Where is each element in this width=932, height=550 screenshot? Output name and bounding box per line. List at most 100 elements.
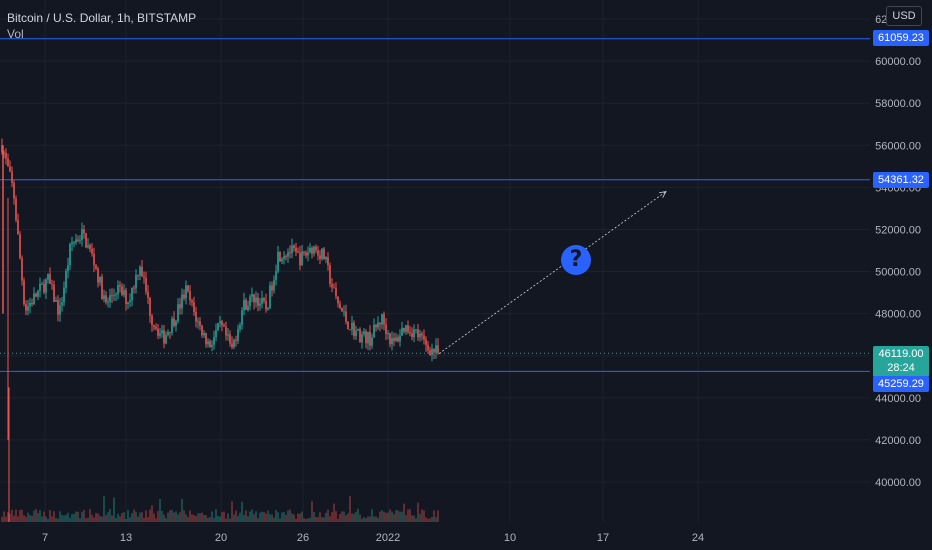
candle-body xyxy=(175,321,177,326)
volume-bar xyxy=(47,518,49,522)
candle-body xyxy=(321,248,323,259)
price-axis[interactable]: 62000.0060000.0058000.0056000.0054000.00… xyxy=(875,14,921,489)
candle-body xyxy=(221,321,223,326)
candle-body xyxy=(9,166,11,172)
candle-body xyxy=(99,276,101,283)
volume-bar xyxy=(381,510,383,522)
candle-body xyxy=(27,306,29,311)
volume-bar xyxy=(371,509,373,522)
candle-body xyxy=(193,302,195,312)
candle-body xyxy=(403,327,405,332)
volume-bar xyxy=(5,516,7,522)
volume-bar xyxy=(275,510,277,522)
volume-bar xyxy=(291,513,293,522)
volume-bars xyxy=(1,496,439,522)
volume-bar xyxy=(293,514,295,522)
volume-bar xyxy=(225,518,227,522)
candle-body xyxy=(239,324,241,330)
candle-body xyxy=(391,338,393,345)
candle-body xyxy=(173,318,175,326)
volume-bar xyxy=(229,518,231,522)
price-tick-label: 56000.00 xyxy=(875,140,921,152)
candle-body xyxy=(293,245,295,248)
candle-body xyxy=(295,247,297,252)
candle-body xyxy=(23,280,25,305)
countdown-timer: 28:24 xyxy=(887,362,915,374)
price-tick-label: 58000.00 xyxy=(875,98,921,110)
volume-bar xyxy=(375,516,377,522)
candle-body xyxy=(349,329,351,331)
candle-body xyxy=(393,338,395,341)
volume-bar xyxy=(39,510,41,522)
candle-body xyxy=(207,341,209,345)
candle-body xyxy=(129,300,131,302)
volume-bar xyxy=(429,518,431,522)
candle-body xyxy=(367,331,369,344)
candle-body xyxy=(315,246,317,251)
candle-body xyxy=(411,333,413,338)
candle-body xyxy=(337,296,339,304)
volume-bar xyxy=(335,511,337,522)
volume-bar xyxy=(61,515,63,522)
symbol-title[interactable]: Bitcoin / U.S. Dollar, 1h, BITSTAMP xyxy=(7,11,197,25)
volume-bar xyxy=(227,513,229,522)
candle-body xyxy=(313,246,315,254)
candle-body xyxy=(57,300,59,315)
volume-bar xyxy=(223,511,225,522)
volume-bar xyxy=(147,517,149,522)
candle-body xyxy=(133,287,135,289)
volume-bar xyxy=(63,515,65,522)
volume-bar xyxy=(209,516,211,522)
candle-body xyxy=(291,245,293,253)
candle-body xyxy=(157,328,159,336)
candle-body xyxy=(303,251,305,253)
time-axis[interactable]: 7 13 20 26 2022 10 17 24 xyxy=(42,532,704,544)
volume-bar xyxy=(175,511,177,522)
candle-body xyxy=(329,265,331,284)
candle-body xyxy=(81,229,83,240)
candle-body xyxy=(103,295,105,300)
volume-bar xyxy=(81,511,83,522)
candle-body xyxy=(85,233,87,248)
candle-body xyxy=(407,325,409,333)
time-tick-label: 10 xyxy=(504,532,516,544)
volume-bar xyxy=(115,517,117,522)
volume-bar xyxy=(395,510,397,522)
horizontal-levels[interactable] xyxy=(0,38,870,372)
candle-body xyxy=(399,335,401,342)
volume-bar xyxy=(353,513,355,522)
price-tick-label: 60000.00 xyxy=(875,56,921,68)
volume-bar xyxy=(271,514,273,522)
candle-body xyxy=(357,328,359,331)
volume-label[interactable]: Vol xyxy=(7,27,24,41)
candle-body xyxy=(37,290,39,297)
candle-body xyxy=(83,229,85,234)
candle-body xyxy=(203,333,205,336)
volume-bar xyxy=(257,518,259,522)
volume-bar xyxy=(35,509,37,522)
volume-bar xyxy=(157,510,159,522)
candle-body xyxy=(105,295,107,303)
volume-bar xyxy=(321,517,323,522)
volume-bar xyxy=(413,515,415,522)
candle-body xyxy=(51,283,53,285)
question-mark-icon[interactable]: ? xyxy=(561,245,591,275)
candle-body xyxy=(195,311,197,322)
candle-body xyxy=(169,331,171,333)
volume-bar xyxy=(211,511,213,522)
candle-body xyxy=(243,299,245,311)
candle-body xyxy=(33,293,35,305)
candle-body xyxy=(375,324,377,328)
volume-bar xyxy=(101,516,103,522)
candle-body xyxy=(145,277,147,292)
candle-body xyxy=(177,304,179,322)
candle-body xyxy=(343,311,345,313)
trend-arrow[interactable] xyxy=(438,191,667,354)
currency-button[interactable]: USD xyxy=(886,6,922,26)
volume-bar xyxy=(277,512,279,522)
volume-bar xyxy=(283,512,285,522)
candle-body xyxy=(197,321,199,323)
volume-bar xyxy=(85,518,87,522)
